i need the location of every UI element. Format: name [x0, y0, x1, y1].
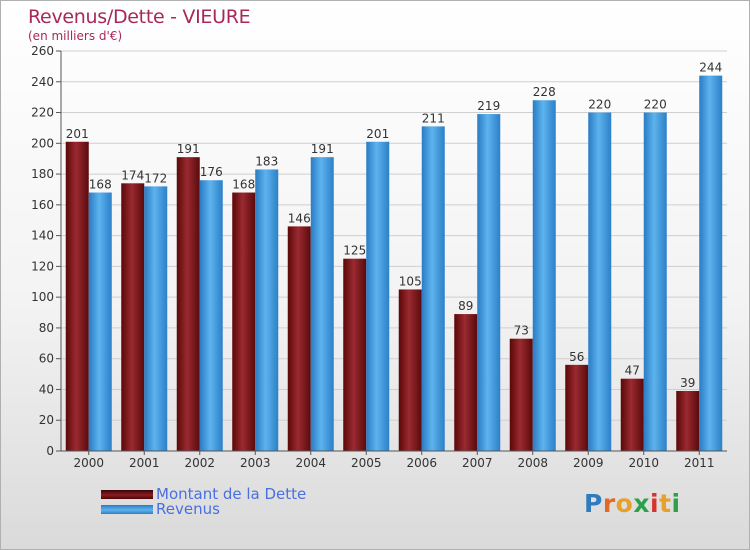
bar-revenue: [88, 192, 112, 452]
bar-revenue: [477, 114, 501, 452]
data-label-debt: 56: [569, 350, 584, 364]
y-tick-label: 0: [46, 444, 54, 458]
x-tick-label: 2010: [628, 456, 659, 470]
logo-letter: i: [671, 489, 681, 518]
bar-revenue: [144, 186, 168, 451]
bar-revenue: [310, 157, 334, 451]
bar-debt: [620, 378, 644, 451]
x-tick-label: 2001: [129, 456, 160, 470]
y-tick-label: 120: [31, 259, 54, 273]
x-tick-label: 2007: [462, 456, 493, 470]
data-label-debt: 125: [343, 244, 366, 258]
chart-subtitle: (en milliers d'€): [28, 29, 123, 43]
data-label-revenue: 183: [255, 154, 278, 168]
data-label-debt: 73: [514, 324, 529, 338]
x-tick-label: 2011: [684, 456, 715, 470]
x-tick-label: 2006: [406, 456, 437, 470]
logo-letter: r: [602, 489, 616, 518]
chart-title: Revenus/Dette - VIEURE: [28, 6, 251, 28]
x-tick-label: 2003: [240, 456, 271, 470]
bar-debt: [343, 258, 367, 451]
bar-revenue: [532, 100, 556, 451]
data-label-revenue: 220: [644, 98, 667, 112]
data-label-revenue: 201: [366, 127, 389, 141]
legend-swatch-revenue: [101, 505, 153, 514]
bar-debt: [676, 391, 700, 451]
legend-label-revenue: Revenus: [156, 500, 220, 518]
bar-revenue: [643, 112, 667, 452]
bar-revenue: [421, 126, 445, 451]
bar-debt: [65, 141, 89, 451]
bar-debt: [232, 192, 256, 452]
x-tick-label: 2002: [184, 456, 215, 470]
y-tick-label: 260: [31, 44, 54, 58]
data-label-debt: 191: [177, 142, 200, 156]
bar-revenue: [699, 75, 723, 451]
bar-revenue: [366, 141, 390, 451]
legend-label-debt: Montant de la Dette: [156, 485, 307, 503]
data-label-debt: 105: [399, 274, 422, 288]
x-tick-label: 2005: [351, 456, 382, 470]
data-label-revenue: 172: [144, 171, 167, 185]
data-label-revenue: 228: [533, 85, 556, 99]
x-tick-label: 2009: [573, 456, 604, 470]
y-tick-label: 200: [31, 136, 54, 150]
data-label-debt: 39: [680, 376, 695, 390]
y-tick-label: 80: [39, 321, 54, 335]
data-label-revenue: 168: [89, 178, 112, 192]
data-label-revenue: 191: [311, 142, 334, 156]
x-tick-label: 2008: [517, 456, 548, 470]
data-label-debt: 168: [232, 178, 255, 192]
bar-debt: [176, 157, 200, 451]
bar-debt: [454, 314, 478, 451]
bar-debt: [509, 338, 533, 451]
data-label-revenue: 220: [588, 98, 611, 112]
y-tick-label: 40: [39, 382, 54, 396]
data-label-revenue: 176: [200, 165, 223, 179]
bar-debt: [398, 289, 422, 451]
bar-revenue: [199, 180, 223, 451]
logo-letter: t: [659, 489, 672, 518]
logo-letter: i: [650, 489, 660, 518]
y-tick-label: 100: [31, 290, 54, 304]
data-label-debt: 47: [625, 364, 640, 378]
data-label-revenue: 219: [477, 99, 500, 113]
y-tick-label: 60: [39, 352, 54, 366]
bar-debt: [565, 364, 589, 451]
x-tick-label: 2000: [73, 456, 104, 470]
y-tick-label: 20: [39, 413, 54, 427]
y-tick-label: 140: [31, 229, 54, 243]
bar-debt: [121, 183, 145, 452]
data-label-revenue: 244: [699, 61, 722, 75]
logo-letter: P: [584, 489, 603, 518]
bar-revenue: [588, 112, 612, 452]
data-label-debt: 174: [121, 168, 144, 182]
y-tick-label: 180: [31, 167, 54, 181]
data-label-revenue: 211: [422, 111, 445, 125]
bar-revenue: [255, 169, 279, 451]
proxiti-logo: Proxiti: [584, 489, 681, 518]
data-label-debt: 201: [66, 127, 89, 141]
x-tick-label: 2004: [295, 456, 326, 470]
y-tick-label: 240: [31, 75, 54, 89]
logo-letter: o: [615, 489, 634, 518]
logo-letter: x: [633, 489, 650, 518]
data-label-debt: 89: [458, 299, 473, 313]
y-tick-label: 220: [31, 106, 54, 120]
y-tick-label: 160: [31, 198, 54, 212]
legend-swatch-debt: [101, 490, 153, 499]
data-label-debt: 146: [288, 211, 311, 225]
bar-debt: [287, 226, 311, 451]
